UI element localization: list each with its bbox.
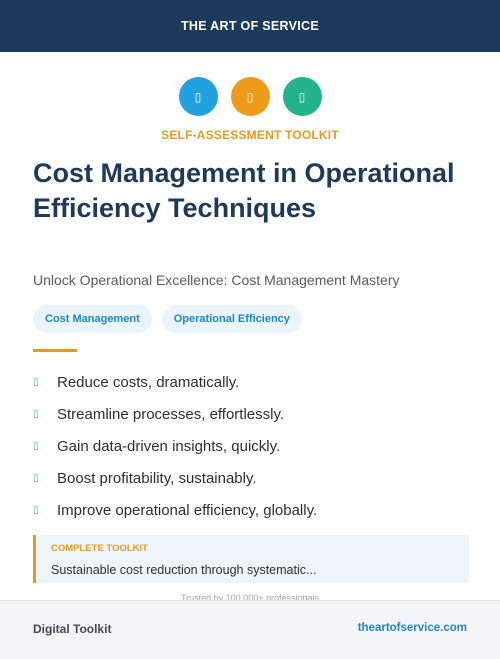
- website-link[interactable]: theartofservice.com: [357, 622, 467, 634]
- benefit-text: Reduce costs, dramatically.: [57, 373, 240, 391]
- tag-list: Cost Management Operational Efficiency: [33, 305, 302, 333]
- trusted-note: Trusted by 100,000+ professionals: [180, 593, 319, 600]
- box-icon: ▯: [178, 77, 218, 116]
- check-icon: ▯: [33, 472, 39, 484]
- benefit-text: Gain data-driven insights, quickly.: [57, 437, 281, 455]
- benefit-list: ▯ Reduce costs, dramatically. ▯ Streamline…: [33, 366, 317, 526]
- check-icon: ▯: [33, 504, 39, 516]
- check-icon: ▯: [33, 408, 39, 420]
- benefit-text: Boost profitability, sustainably.: [57, 469, 257, 487]
- page-title: Cost Management in Operational Efficienc…: [33, 158, 455, 223]
- toolkit-callout: COMPLETE TOOLKIT Sustainable cost reduct…: [33, 535, 469, 583]
- callout-label: COMPLETE TOOLKIT: [51, 543, 148, 554]
- list-item: ▯ Reduce costs, dramatically.: [33, 366, 317, 398]
- tag-cost-management: Cost Management: [33, 305, 152, 333]
- box-icon: ▯: [282, 77, 322, 116]
- box-icon: ▯: [230, 77, 270, 116]
- benefit-text: Streamline processes, effortlessly.: [57, 405, 285, 423]
- accent-divider: [33, 349, 77, 352]
- kicker-label: SELF-ASSESSMENT TOOLKIT: [161, 128, 339, 142]
- footer-bar: Digital Toolkit theartofservice.com: [0, 600, 500, 659]
- list-item: ▯ Streamline processes, effortlessly.: [33, 398, 317, 430]
- benefit-text: Improve operational efficiency, globally…: [57, 501, 318, 519]
- list-item: ▯ Gain data-driven insights, quickly.: [33, 430, 317, 462]
- list-item: ▯ Improve operational efficiency, globall…: [33, 494, 317, 526]
- tag-operational-efficiency: Operational Efficiency: [161, 305, 302, 333]
- icon-row: ▯ ▯ ▯: [0, 77, 500, 116]
- check-icon: ▯: [33, 376, 39, 388]
- brand-name: THE ART OF SERVICE: [180, 19, 320, 33]
- check-icon: ▯: [33, 440, 39, 452]
- subtitle: Unlock Operational Excellence: Cost Mana…: [33, 272, 400, 288]
- header-bar: THE ART OF SERVICE: [0, 0, 500, 52]
- callout-text: Sustainable cost reduction through syste…: [51, 563, 317, 577]
- list-item: ▯ Boost profitability, sustainably.: [33, 462, 317, 494]
- footer-label: Digital Toolkit: [33, 622, 112, 636]
